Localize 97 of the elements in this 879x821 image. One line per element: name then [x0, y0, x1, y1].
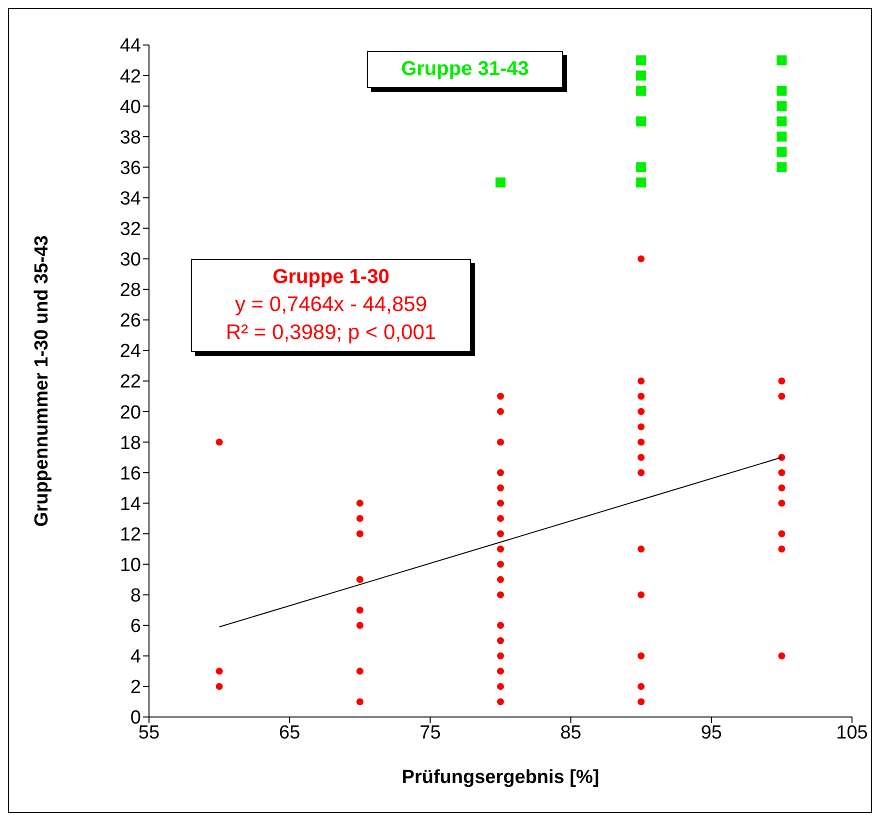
point — [216, 668, 223, 675]
point — [497, 682, 504, 690]
point — [216, 682, 223, 690]
x-tick-label: 95 — [700, 722, 722, 744]
y-tick-label: 40 — [120, 96, 141, 118]
y-tick-label: 4 — [130, 646, 142, 668]
point — [356, 622, 364, 629]
y-tick-label: 42 — [120, 66, 141, 88]
y-tick-label: 34 — [120, 188, 142, 210]
point — [776, 101, 787, 112]
y-tick-label: 24 — [120, 341, 142, 362]
point — [776, 162, 787, 172]
point — [497, 622, 504, 629]
point — [497, 591, 504, 598]
point — [636, 162, 646, 172]
y-tick-label: 36 — [120, 158, 141, 179]
point — [496, 177, 506, 188]
y-tick-label: 44 — [120, 36, 142, 57]
point — [638, 469, 645, 476]
point — [636, 70, 646, 81]
point — [778, 546, 786, 552]
annotation: R² = 0,3989; p < 0,001 — [224, 321, 438, 345]
point — [216, 438, 223, 446]
point — [776, 132, 787, 142]
point — [497, 530, 504, 538]
point — [497, 560, 504, 568]
point — [636, 86, 646, 96]
point — [638, 698, 645, 706]
y-tick-label: 32 — [120, 219, 141, 240]
y-tick-label: 16 — [120, 463, 141, 484]
point — [497, 484, 504, 492]
point — [778, 530, 786, 538]
y-tick-label: 26 — [120, 310, 141, 332]
y-tick-label: 8 — [130, 586, 141, 607]
point — [497, 576, 504, 584]
point — [778, 392, 786, 400]
y-tick-label: 30 — [120, 250, 141, 271]
point — [356, 530, 364, 538]
y-axis-title: Gruppennummer 1-30 und 35-43 — [32, 235, 53, 527]
point — [497, 668, 504, 675]
y-tick-label: 2 — [130, 677, 141, 698]
point — [638, 423, 645, 430]
annotation: y = 0,7464x - 44,859 — [234, 293, 428, 317]
x-tick-label: 85 — [560, 722, 582, 744]
point — [778, 378, 786, 384]
point — [497, 500, 504, 507]
y-tick-label: 38 — [120, 127, 141, 148]
y-tick-label: 6 — [130, 616, 141, 638]
point — [638, 591, 645, 598]
point — [778, 469, 786, 476]
y-tick-label: 28 — [120, 280, 141, 302]
point — [497, 546, 504, 552]
x-tick-label: 105 — [836, 722, 868, 744]
x-tick-label: 75 — [420, 722, 441, 744]
point — [636, 55, 646, 66]
point — [497, 469, 504, 476]
y-tick-label: 18 — [120, 432, 141, 454]
point — [356, 606, 364, 614]
point — [776, 86, 787, 96]
point — [497, 637, 504, 644]
y-tick-label: 14 — [120, 494, 142, 515]
point — [356, 514, 364, 522]
y-tick-label: 12 — [120, 524, 141, 546]
point — [778, 484, 786, 492]
point — [638, 378, 645, 384]
point — [497, 698, 504, 706]
point — [638, 652, 645, 660]
point — [776, 116, 787, 126]
point — [356, 500, 364, 507]
point — [497, 392, 504, 400]
point — [497, 438, 504, 446]
point — [497, 408, 504, 416]
point — [776, 55, 787, 66]
y-tick-label: 0 — [130, 708, 141, 729]
point — [356, 698, 364, 706]
x-axis-title: Prüfungsergebnis [%] — [402, 767, 600, 788]
point — [356, 668, 364, 675]
x-tick-label: 65 — [279, 722, 300, 744]
point — [638, 546, 645, 552]
y-tick-label: 22 — [120, 372, 141, 393]
point — [638, 682, 645, 690]
point — [638, 408, 645, 416]
y-tick-label: 20 — [120, 402, 141, 424]
point — [638, 438, 645, 446]
point — [638, 454, 645, 461]
point — [497, 514, 504, 522]
point — [356, 576, 364, 584]
point — [638, 392, 645, 400]
x-tick-label: 55 — [138, 722, 160, 744]
point — [636, 177, 646, 188]
point — [776, 146, 787, 157]
point — [778, 652, 786, 660]
point — [778, 500, 786, 507]
point — [638, 255, 645, 262]
y-tick-label: 10 — [120, 555, 141, 576]
point — [497, 652, 504, 660]
point — [636, 116, 646, 126]
